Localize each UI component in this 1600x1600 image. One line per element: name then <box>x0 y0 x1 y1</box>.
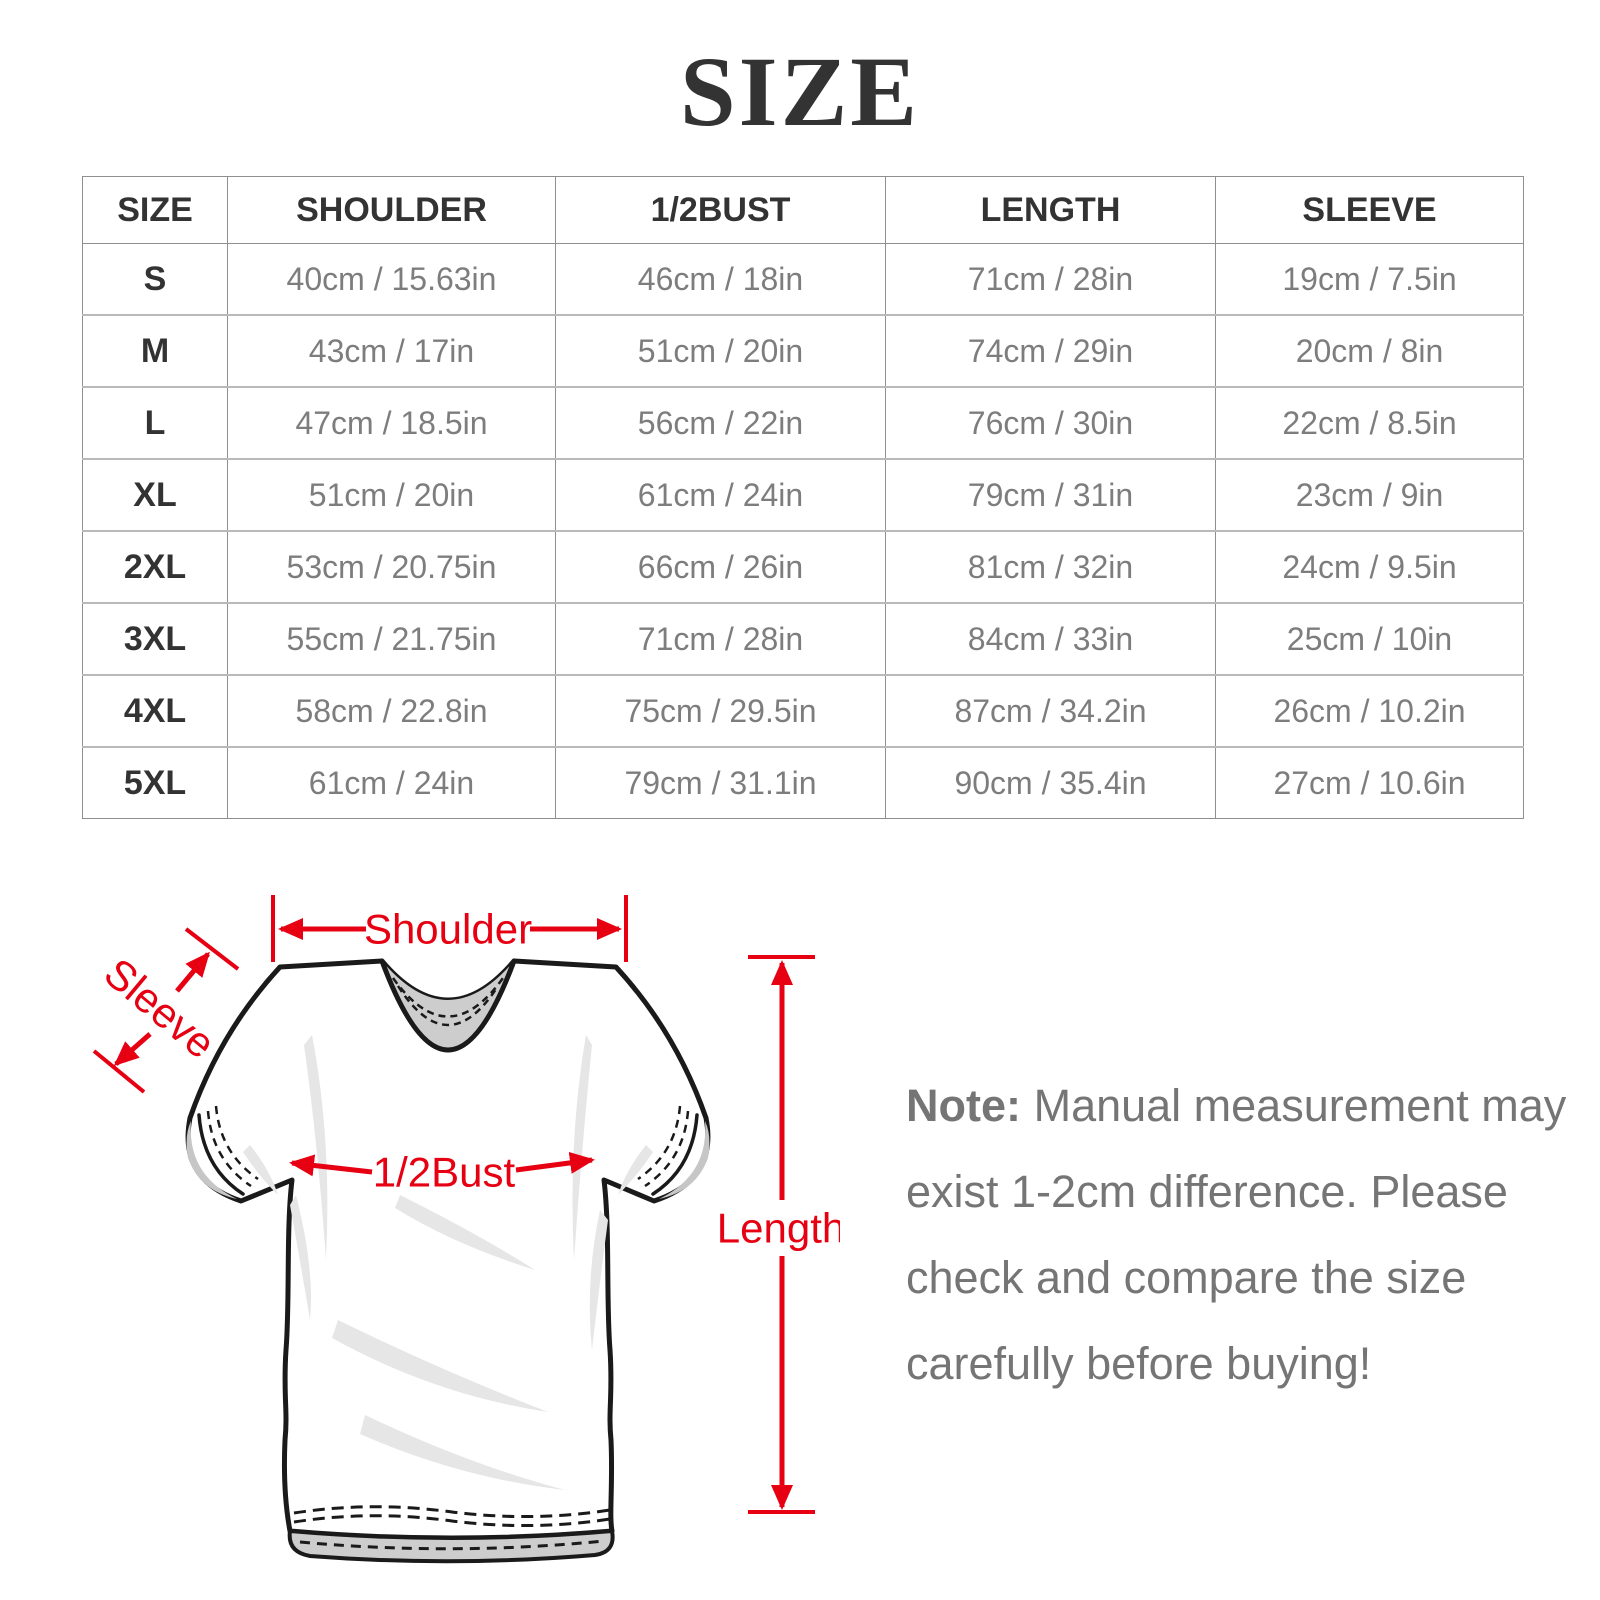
bust-arrow-left <box>289 1154 373 1177</box>
note-text: Note: Manual measurement may exist 1-2cm … <box>906 1063 1566 1407</box>
table-row: 4XL 58cm / 22.8in 75cm / 29.5in 87cm / 3… <box>82 674 1524 748</box>
cell-bust: 56cm / 22in <box>555 386 886 460</box>
sleeve-arrow-down <box>113 1032 152 1066</box>
cell-shoulder: 40cm / 15.63in <box>227 243 556 316</box>
wrinkle-shadows <box>243 1035 653 1490</box>
right-cuff <box>637 1105 710 1199</box>
cell-bust: 51cm / 20in <box>555 314 886 388</box>
table-row: 3XL 55cm / 21.75in 71cm / 28in 84cm / 33… <box>82 602 1524 676</box>
cell-size: S <box>82 243 228 316</box>
cell-sleeve: 22cm / 8.5in <box>1215 386 1524 460</box>
note-line-4: carefully before buying! <box>906 1338 1372 1389</box>
measurement-annotations <box>92 895 815 1514</box>
sleeve-label: Sleeve <box>96 949 225 1068</box>
bust-arrow-right <box>515 1151 595 1174</box>
cell-size: 4XL <box>82 674 228 748</box>
length-measure <box>748 955 815 1514</box>
note-line-3: check and compare the size <box>906 1252 1467 1303</box>
cell-sleeve: 26cm / 10.2in <box>1215 674 1524 748</box>
bust-measure <box>289 1151 595 1177</box>
cell-length: 81cm / 32in <box>885 530 1216 604</box>
note-line-1: Note: Manual measurement may <box>906 1063 1566 1149</box>
cell-shoulder: 55cm / 21.75in <box>227 602 556 676</box>
tshirt-drawing <box>185 958 711 1564</box>
sleeve-lower-tick <box>92 1049 146 1094</box>
cell-sleeve: 19cm / 7.5in <box>1215 243 1524 316</box>
header-sleeve: SLEEVE <box>1215 176 1524 244</box>
size-chart-table: SIZE SHOULDER 1/2BUST LENGTH SLEEVE S 40… <box>82 176 1524 819</box>
cell-shoulder: 53cm / 20.75in <box>227 530 556 604</box>
cell-size: L <box>82 386 228 460</box>
cell-length: 76cm / 30in <box>885 386 1216 460</box>
cell-bust: 79cm / 31.1in <box>555 746 886 819</box>
cell-shoulder: 43cm / 17in <box>227 314 556 388</box>
cell-sleeve: 23cm / 9in <box>1215 458 1524 532</box>
cell-bust: 46cm / 18in <box>555 243 886 316</box>
cell-bust: 71cm / 28in <box>555 602 886 676</box>
bust-label: 1/2Bust <box>373 1149 516 1196</box>
shoulder-label: Shoulder <box>364 906 532 953</box>
cell-length: 87cm / 34.2in <box>885 674 1216 748</box>
cell-sleeve: 27cm / 10.6in <box>1215 746 1524 819</box>
cell-length: 90cm / 35.4in <box>885 746 1216 819</box>
collar-stitch-line <box>396 985 500 1027</box>
cell-length: 74cm / 29in <box>885 314 1216 388</box>
cell-length: 79cm / 31in <box>885 458 1216 532</box>
cell-size: 5XL <box>82 746 228 819</box>
header-size: SIZE <box>82 176 228 244</box>
header-shoulder: SHOULDER <box>227 176 556 244</box>
cell-sleeve: 20cm / 8in <box>1215 314 1524 388</box>
shoulder-measure <box>271 895 628 962</box>
tshirt-measurement-diagram: Shoulder Sleeve 1/2Bust Length <box>92 895 840 1564</box>
table-row: XL 51cm / 20in 61cm / 24in 79cm / 31in 2… <box>82 458 1524 532</box>
cell-length: 71cm / 28in <box>885 243 1216 316</box>
cell-length: 84cm / 33in <box>885 602 1216 676</box>
cell-shoulder: 51cm / 20in <box>227 458 556 532</box>
cell-sleeve: 25cm / 10in <box>1215 602 1524 676</box>
cell-shoulder: 61cm / 24in <box>227 746 556 819</box>
note-label: Note: <box>906 1080 1021 1131</box>
cell-size: M <box>82 314 228 388</box>
cell-bust: 61cm / 24in <box>555 458 886 532</box>
cell-bust: 66cm / 26in <box>555 530 886 604</box>
cell-sleeve: 24cm / 9.5in <box>1215 530 1524 604</box>
bottom-hem <box>287 1505 615 1564</box>
collar <box>379 958 517 1053</box>
left-cuff <box>186 1105 259 1199</box>
header-bust: 1/2BUST <box>555 176 886 244</box>
cell-shoulder: 58cm / 22.8in <box>227 674 556 748</box>
header-length: LENGTH <box>885 176 1216 244</box>
note-line-2: exist 1-2cm difference. Please <box>906 1166 1508 1217</box>
table-row: 2XL 53cm / 20.75in 66cm / 26in 81cm / 32… <box>82 530 1524 604</box>
table-row: M 43cm / 17in 51cm / 20in 74cm / 29in 20… <box>82 314 1524 388</box>
sleeve-arrow-up <box>175 951 210 993</box>
table-row: 5XL 61cm / 24in 79cm / 31.1in 90cm / 35.… <box>82 746 1524 819</box>
table-row: S 40cm / 15.63in 46cm / 18in 71cm / 28in… <box>82 243 1524 316</box>
cell-size: XL <box>82 458 228 532</box>
sleeve-upper-tick <box>184 927 240 971</box>
sleeve-measure <box>92 927 240 1094</box>
cell-bust: 75cm / 29.5in <box>555 674 886 748</box>
page-title: SIZE <box>680 36 920 147</box>
note-line-1-rest: Manual measurement may <box>1033 1080 1567 1131</box>
cell-shoulder: 47cm / 18.5in <box>227 386 556 460</box>
cell-size: 2XL <box>82 530 228 604</box>
table-row: L 47cm / 18.5in 56cm / 22in 76cm / 30in … <box>82 386 1524 460</box>
table-header-row: SIZE SHOULDER 1/2BUST LENGTH SLEEVE <box>82 176 1524 244</box>
length-label: Length <box>717 1205 840 1252</box>
collar-neckline <box>379 958 517 1053</box>
cell-size: 3XL <box>82 602 228 676</box>
